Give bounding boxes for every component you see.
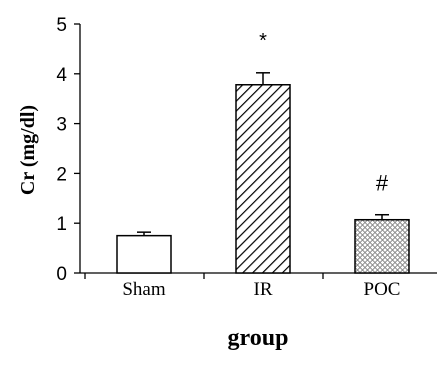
x-tick-label: Sham xyxy=(122,279,166,300)
bar-poc xyxy=(354,218,410,274)
y-tick-label: 0 xyxy=(56,264,67,285)
bar-sham xyxy=(116,234,172,274)
y-axis-title: Cr (mg/dl) xyxy=(17,105,39,195)
y-axis: 0 1 2 3 4 5 xyxy=(56,15,81,285)
x-axis: Sham IR POC xyxy=(80,272,437,300)
significance-marker: # xyxy=(376,171,389,196)
y-tick-label: 4 xyxy=(56,65,67,86)
significance-marker: * xyxy=(259,30,267,52)
annotations: *# xyxy=(259,30,389,196)
x-tick-label: POC xyxy=(364,279,401,300)
x-axis-title: group xyxy=(228,325,289,351)
y-tick-label: 5 xyxy=(56,15,67,36)
x-tick-label: IR xyxy=(254,279,273,300)
bar-ir xyxy=(235,84,291,274)
bars xyxy=(116,72,410,274)
y-tick-label: 3 xyxy=(56,115,67,136)
y-tick-label: 2 xyxy=(56,164,67,185)
y-tick-label: 1 xyxy=(56,214,67,235)
